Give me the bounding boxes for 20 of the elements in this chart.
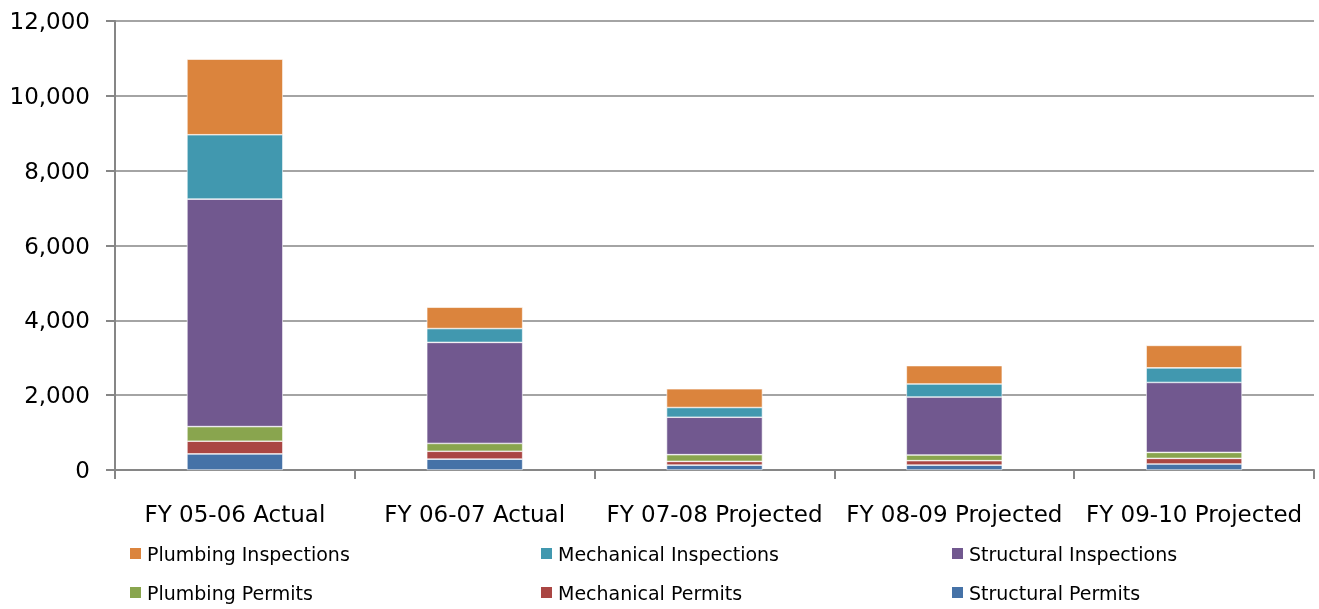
legend-label: Plumbing Inspections [147, 542, 350, 565]
y-tick-label: 2,000 [24, 382, 90, 409]
y-tick-label: 12,000 [9, 8, 90, 34]
legend-label: Mechanical Inspections [558, 542, 779, 565]
legend-label: Structural Inspections [969, 542, 1178, 565]
y-tick-label: 6,000 [24, 232, 90, 259]
x-tick-label: FY 09-10 Projected [1086, 500, 1303, 527]
x-tick-label: FY 06-07 Actual [384, 500, 566, 527]
bar [666, 465, 763, 470]
legend-label: Mechanical Permits [558, 581, 743, 604]
y-tick-label: 4,000 [24, 307, 90, 334]
y-tick-label: 0 [75, 457, 90, 483]
legend-label: Plumbing Permits [147, 581, 313, 604]
bar [906, 465, 1003, 470]
x-tick-label: FY 08-09 Projected [846, 500, 1063, 527]
x-tick-label: FY 07-08 Projected [606, 500, 823, 527]
legend-label: Structural Permits [969, 581, 1141, 604]
y-tick-label: 10,000 [9, 82, 90, 109]
x-tick-label: FY 05-06 Actual [144, 500, 326, 527]
y-tick-label: 8,000 [24, 157, 90, 184]
